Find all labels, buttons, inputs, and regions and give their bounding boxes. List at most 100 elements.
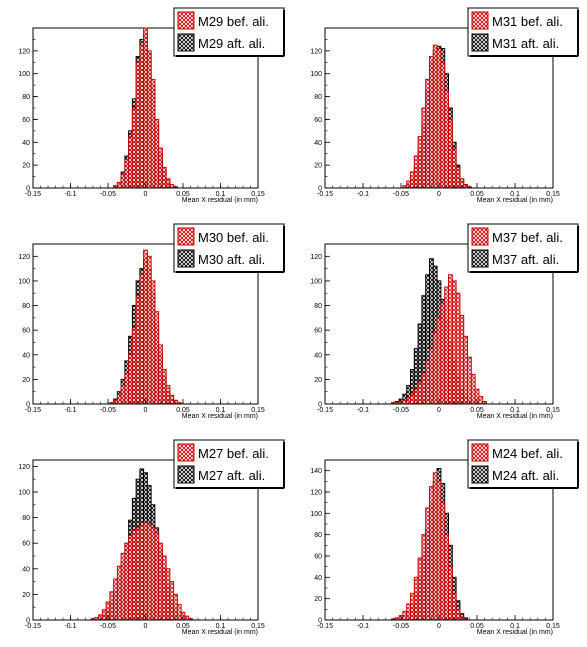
- histogram-bar: [143, 522, 148, 621]
- legend: M37 bef. ali. M37 aft. ali.: [467, 223, 579, 273]
- y-tick-label: 100: [18, 278, 30, 285]
- legend-label: M30 bef. ali.: [198, 230, 269, 245]
- x-axis-title: Mean X residual (in mm): [477, 197, 553, 204]
- legend-swatch: [471, 465, 489, 484]
- x-tick-label: 0.1: [216, 623, 226, 630]
- x-tick-label: 0.05: [470, 191, 484, 198]
- y-tick-label: 120: [310, 254, 322, 261]
- y-tick-label: 60: [22, 328, 30, 335]
- x-tick-label: 0.05: [176, 623, 190, 630]
- histogram-bar: [161, 166, 167, 189]
- histogram-bar: [451, 592, 457, 621]
- y-tick-label: 100: [310, 71, 322, 78]
- histogram-bar: [413, 576, 419, 621]
- y-tick-label: 20: [314, 163, 322, 170]
- legend-label: M37 aft. ali.: [492, 252, 559, 267]
- histogram-bar: [139, 524, 145, 621]
- y-tick-label: 80: [22, 515, 30, 522]
- histogram-bar: [158, 542, 163, 621]
- histogram-bar: [116, 181, 122, 189]
- histogram-bar: [135, 527, 141, 621]
- histogram-bar: [467, 356, 472, 405]
- y-tick-label: 120: [18, 48, 30, 55]
- legend-label: M31 bef. ali.: [492, 14, 563, 29]
- y-tick-label: 60: [22, 541, 30, 548]
- histogram-bar: [425, 360, 431, 405]
- legend-swatch: [177, 227, 195, 246]
- y-tick-label: 40: [22, 140, 30, 147]
- histogram-bar: [451, 147, 457, 189]
- legend-label: M31 aft. ali.: [492, 36, 559, 51]
- histogram-bar: [135, 61, 141, 189]
- histogram-bar: [169, 394, 175, 405]
- histogram-bar: [116, 565, 122, 621]
- series-before: [402, 44, 472, 189]
- y-tick-label: 120: [18, 464, 30, 471]
- histogram-bar: [154, 118, 160, 189]
- histogram-bar: [169, 581, 175, 621]
- x-tick-label: 0.1: [216, 407, 226, 414]
- histogram-bar: [184, 615, 190, 621]
- y-tick-label: 0: [26, 186, 30, 193]
- histogram-bar: [421, 372, 427, 405]
- series-before: [109, 249, 182, 405]
- legend-swatch: [177, 33, 195, 52]
- x-axis-title: Mean X residual (in mm): [477, 629, 553, 636]
- histogram-bar: [444, 534, 450, 621]
- x-tick-label: 0: [437, 407, 441, 414]
- series-before: [113, 27, 178, 189]
- legend-label: M27 bef. ali.: [198, 446, 269, 461]
- histogram-bar: [150, 280, 156, 405]
- histogram-bar: [124, 542, 130, 621]
- histogram-bar: [425, 507, 431, 621]
- x-tick-label: -0.15: [317, 623, 333, 630]
- histogram-bar: [113, 578, 118, 621]
- histogram-bar: [146, 523, 152, 621]
- histogram-bar: [131, 327, 137, 405]
- histogram-bar: [139, 44, 145, 189]
- y-tick-label: 60: [314, 328, 322, 335]
- x-tick-label: -0.15: [25, 191, 41, 198]
- histogram-bar: [410, 171, 415, 189]
- y-tick-label: 100: [310, 511, 322, 518]
- y-tick-label: 80: [22, 303, 30, 310]
- x-tick-label: 0: [437, 191, 441, 198]
- legend-label: M37 bef. ali.: [492, 230, 563, 245]
- x-tick-label: -0.05: [393, 407, 409, 414]
- panel-1: -0.15 -0.1 -0.05 0 0.05 0.1 0.15 0 20 40 60 80 100 12…: [18, 7, 285, 204]
- histogram-bar: [444, 286, 450, 405]
- x-tick-label: 0: [437, 623, 441, 630]
- histogram-bar: [165, 568, 171, 621]
- y-tick-label: 40: [22, 566, 30, 573]
- x-tick-label: 0.05: [470, 407, 484, 414]
- y-tick-label: 40: [22, 352, 30, 359]
- y-tick-label: 80: [314, 94, 322, 101]
- histogram-bar: [432, 332, 438, 405]
- x-tick-label: 0: [144, 623, 148, 630]
- histogram-bar: [154, 311, 160, 405]
- x-tick-label: 0.15: [251, 623, 265, 630]
- histogram-bar: [176, 604, 182, 621]
- histogram-bar: [158, 147, 163, 189]
- histogram-bar: [161, 369, 167, 405]
- histogram-bar: [432, 44, 438, 189]
- x-tick-label: 0: [144, 191, 148, 198]
- x-tick-label: -0.15: [25, 623, 41, 630]
- histogram-bar: [444, 90, 450, 189]
- y-tick-label: 60: [22, 117, 30, 124]
- histogram-bar: [128, 136, 133, 189]
- legend: M31 bef. ali. M31 aft. ali.: [467, 7, 579, 57]
- histogram-bar: [463, 335, 469, 405]
- histogram-bar: [120, 552, 126, 621]
- histogram-bar: [165, 385, 171, 405]
- x-tick-label: -0.1: [64, 623, 76, 630]
- histogram-bar: [158, 344, 163, 405]
- histogram-bar: [440, 302, 446, 405]
- series-before: [90, 522, 193, 621]
- x-tick-label: -0.1: [357, 623, 369, 630]
- y-tick-label: 0: [318, 186, 322, 193]
- x-tick-label: -0.05: [100, 407, 116, 414]
- legend-label: M27 aft. ali.: [198, 468, 265, 483]
- y-tick-label: 40: [314, 140, 322, 147]
- histogram-bar: [146, 255, 152, 405]
